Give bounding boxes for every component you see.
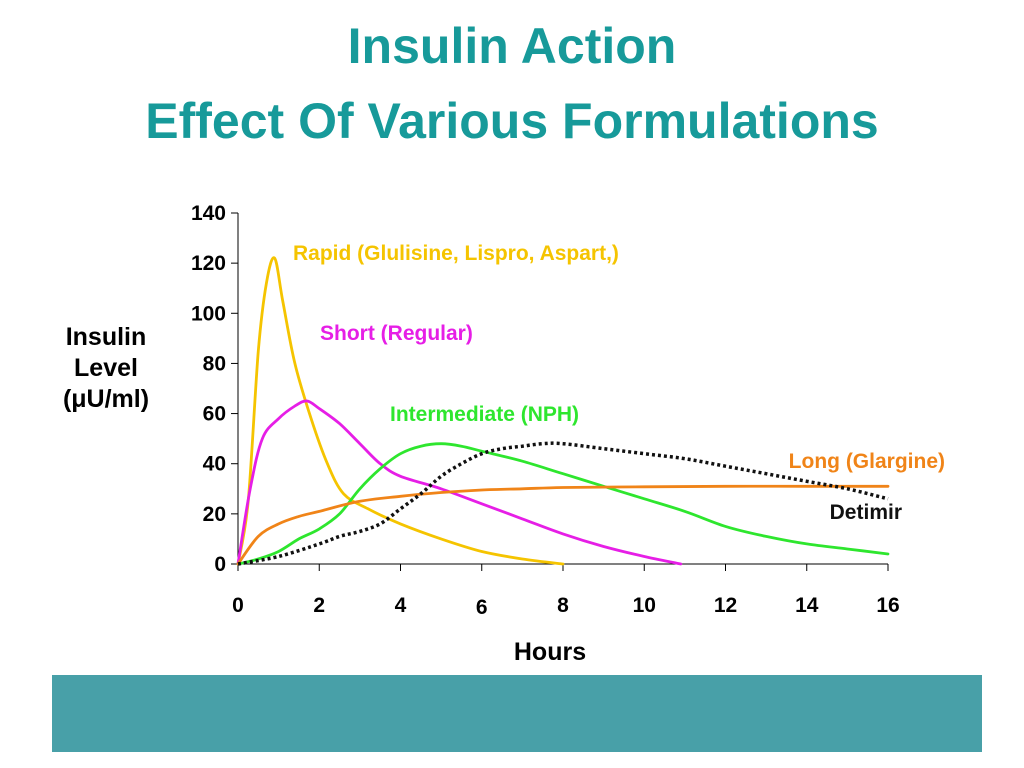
x-tick-label: 6 bbox=[476, 596, 488, 619]
x-tick-label: 8 bbox=[557, 594, 569, 617]
x-axis-label: Hours bbox=[513, 638, 587, 666]
y-axis-label-line: Level bbox=[74, 354, 138, 382]
x-tick-label: 4 bbox=[395, 594, 407, 617]
x-tick-label: 14 bbox=[795, 594, 819, 617]
y-axis-label: Insulin Level (μU/ml) bbox=[40, 322, 172, 415]
series-name-label: Rapid (Glulisine, Lispro, Aspart,) bbox=[293, 242, 619, 265]
y-tick-label: 60 bbox=[203, 403, 226, 426]
y-tick-label: 0 bbox=[214, 553, 226, 576]
chart-title-line-2: Effect Of Various Formulations bbox=[145, 93, 879, 149]
y-tick-label: 40 bbox=[203, 453, 226, 476]
series-line bbox=[236, 256, 565, 566]
series-curves bbox=[236, 256, 890, 566]
series-line bbox=[237, 441, 889, 566]
y-tick-label: 140 bbox=[191, 202, 226, 225]
series-name-label: Short (Regular) bbox=[320, 322, 473, 345]
chart-title-line-1: Insulin Action bbox=[347, 18, 677, 74]
x-tick-label: 12 bbox=[714, 594, 737, 617]
x-tick-label: 10 bbox=[633, 594, 656, 617]
series-line bbox=[236, 484, 890, 566]
y-axis-label-line: Insulin bbox=[65, 323, 147, 351]
series-line bbox=[236, 399, 683, 566]
series-name-label: Intermediate (NPH) bbox=[390, 403, 579, 426]
y-tick-label: 80 bbox=[203, 352, 226, 375]
y-axis-label-line: (μU/ml) bbox=[62, 385, 150, 413]
series-name-label: Long (Glargine) bbox=[789, 450, 945, 473]
x-tick-label: 16 bbox=[876, 594, 899, 617]
x-tick-label: 2 bbox=[313, 594, 325, 617]
y-tick-label: 20 bbox=[203, 503, 226, 526]
y-tick-label: 120 bbox=[191, 252, 226, 275]
series-labels: Rapid (Glulisine, Lispro, Aspart,) Short … bbox=[293, 242, 945, 524]
y-tick-label: 100 bbox=[191, 302, 226, 325]
series-name-label: Detimir bbox=[830, 501, 902, 524]
footer-band bbox=[52, 675, 982, 752]
x-tick-label: 0 bbox=[232, 594, 244, 617]
series-line bbox=[236, 442, 890, 566]
